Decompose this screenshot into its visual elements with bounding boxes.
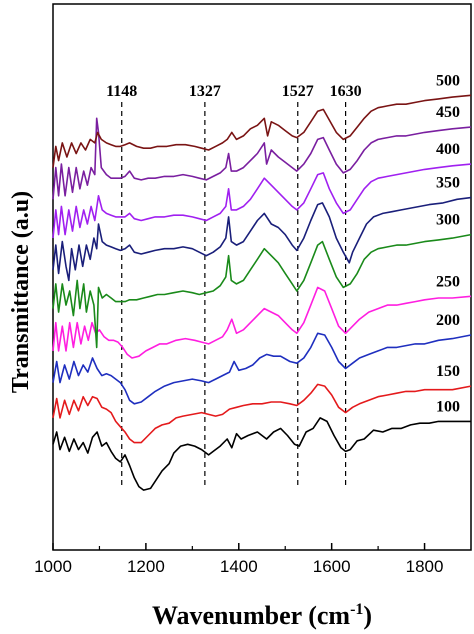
spectra-series xyxy=(52,94,472,491)
series-label-100: 100 xyxy=(436,398,460,415)
series-line-100 xyxy=(52,417,471,491)
series-label-250: 250 xyxy=(436,273,460,290)
x-tick-label-1800: 1800 xyxy=(406,557,444,576)
x-tick-label-1200: 1200 xyxy=(127,557,165,576)
peak-label-1630: 1630 xyxy=(330,83,362,100)
series-line-250 xyxy=(52,286,472,359)
series-line-200 xyxy=(52,332,472,405)
x-tick-label-1600: 1600 xyxy=(313,557,351,576)
x-axis-title-main: Wavenumber (cm xyxy=(152,601,350,630)
series-label-200: 200 xyxy=(436,312,460,329)
series-label-350: 350 xyxy=(436,175,460,192)
series-label-450: 450 xyxy=(436,104,460,121)
peak-label-1148: 1148 xyxy=(106,83,137,100)
series-label-500: 500 xyxy=(436,72,460,89)
series-line-500 xyxy=(52,94,472,168)
x-tick-label-1400: 1400 xyxy=(220,557,258,576)
x-axis-ticks: 1000 1200 1400 1600 1800 xyxy=(34,543,443,576)
x-axis-title-sup: -1 xyxy=(350,601,363,618)
x-axis-title-close: ) xyxy=(363,601,372,630)
y-axis-title: Transmittance (a.u) xyxy=(8,191,34,393)
peak-label-1327: 1327 xyxy=(189,83,221,100)
plot-frame xyxy=(52,3,472,551)
series-label-150: 150 xyxy=(436,363,460,380)
series-line-350 xyxy=(52,196,472,282)
series-line-400 xyxy=(52,163,472,239)
peak-label-1527: 1527 xyxy=(282,83,314,100)
x-tick-label-1000: 1000 xyxy=(34,557,72,576)
series-label-400: 400 xyxy=(436,141,460,158)
series-labels: 100 150 200 250 300 350 400 450 500 xyxy=(436,72,460,415)
series-line-450 xyxy=(52,117,472,200)
series-label-300: 300 xyxy=(436,212,460,229)
series-line-150 xyxy=(52,383,472,444)
series-line-300 xyxy=(52,233,472,349)
x-axis-title: Wavenumber (cm-1) xyxy=(152,601,372,630)
peak-markers: 1148 1327 1527 1630 xyxy=(106,83,362,485)
